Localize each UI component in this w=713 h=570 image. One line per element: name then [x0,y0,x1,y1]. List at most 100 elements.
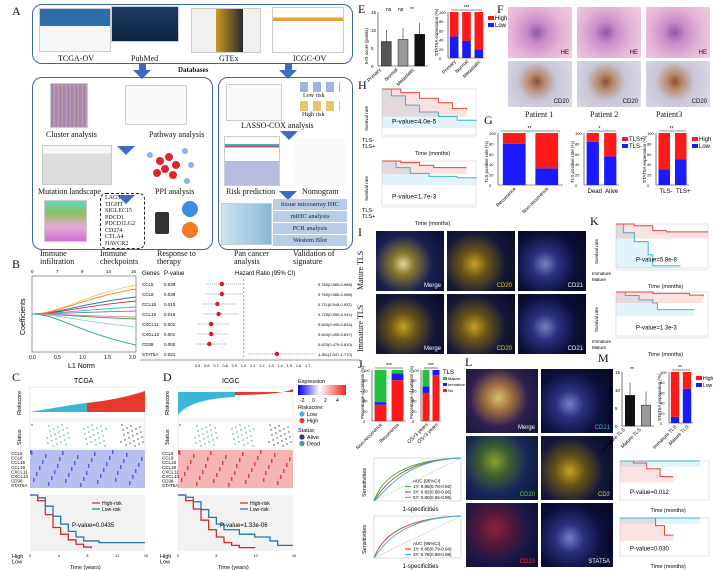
y-tick: 60 [439,28,444,33]
heatmap-cell [207,457,209,461]
status-point [66,427,68,429]
heatmap-cell [205,464,207,468]
stain-label: CD20 [519,492,535,498]
heatmap-gene-label: CCL18 [11,460,26,465]
x-axis-label: Time (months) [648,352,683,358]
status-point [278,425,280,427]
stain-label: Merge [423,283,441,289]
checkpoint-list: LAG3 TIGHT SIGLEC15 PDCD1 PDCD1LG2 CD274… [100,193,145,249]
heatmap-cell [254,462,256,466]
hr-point [215,301,220,307]
x-tick: 1.1 [250,364,255,368]
panel-label-i: I [358,225,362,239]
roc-curve-2: AUC (95%CI)1Y: 0.86(0.79-0.94)3Y: 0.78(0… [362,515,462,570]
y-axis-label: TLS positive rate (%) [570,140,575,183]
x-tick: 0.6 [204,364,209,368]
high-risk-area [235,389,293,395]
checkpoint-gene: CTLA4 [105,234,124,240]
status-point [205,426,207,428]
x-tick: 1.4 [278,364,283,368]
heatmap-cell [65,479,67,483]
y-tick: 20 [363,409,368,414]
y-axis-label: Percentage of patients (%) [409,365,414,419]
status-point [237,436,239,438]
y-tick: 100 [647,131,654,136]
x-tick: 12 [115,554,119,558]
heatmap-cell [199,476,201,480]
status-point [83,428,85,430]
heatmap-cell [271,459,273,463]
risk-table-row: Low [12,560,22,566]
checkpoint-gene: SIGLEC15 [105,208,132,214]
y-axis-label: Survival rate [594,306,599,332]
status-point [248,425,250,427]
status-point [55,438,57,440]
status-point [273,444,275,446]
significance-label: ns [386,7,392,13]
bar-segment-mature [391,370,404,374]
status-point [121,424,123,426]
risk-table-row: High [160,554,171,560]
row-label: Immature TLS [356,304,365,352]
y-tick: 15 [615,370,621,375]
p-value-label: P-value=5.8e-8 [636,257,678,263]
hr-point [219,291,225,297]
bar-segment-high [674,133,687,160]
heatmap-gene-label: STAT5A [11,483,27,488]
hr-point [274,351,280,357]
legend-swatch [696,376,702,380]
confidence-band [382,89,467,117]
y-tick: 60 [363,388,368,393]
stain-label: Merge [423,346,441,352]
heatmap-cell [242,452,244,456]
heatmap-cell [94,452,96,456]
p-value-label: P-value=0.030 [630,546,670,552]
cluster-analysis-label: Cluster analysis [46,130,97,139]
status-point [282,445,284,447]
category-label: Normal [384,67,400,83]
pan-cancer-thumb [221,203,272,245]
bar-segment-immature [374,402,387,405]
status-point [272,439,274,441]
bar-segment-no [391,380,404,421]
significance-label: * [599,126,601,132]
status-point [59,436,61,438]
status-point [280,435,282,437]
databases-title: Databases [178,66,209,74]
heatmap-cell [236,464,238,468]
down-arrow-icon [117,195,135,204]
heatmap-cell [289,457,291,461]
y-tick: 80 [647,141,652,146]
panel-label-b: B [12,257,21,271]
status-point [52,445,54,447]
status-point [199,440,201,442]
heatmap-cell [91,458,93,462]
roc-curve [373,515,462,559]
p-value-label: P-value=0.0435 [72,523,115,529]
heatmap-cell [132,475,134,479]
km-plot-area [30,495,145,551]
y-tick: 100 [660,370,667,375]
heatmap-cell [115,478,117,482]
stain-label: CD20 [496,283,512,289]
x-tick: 1.0 [241,364,246,368]
survival-curve-tls- [382,88,477,122]
heatmap-cell [45,454,47,458]
y-tick: 40 [647,162,652,167]
status-point [31,424,33,426]
hr-point [207,341,212,347]
p-value: 0.001 [164,332,176,337]
status-point [252,445,254,447]
heatmap-gene-label: CCL19 [162,465,177,470]
stain-label: STAT5A [588,559,610,565]
confidence-band [382,161,467,175]
heatmap-cell [181,478,183,482]
gene-label: CCL18 [142,302,157,307]
status-point [212,439,214,441]
heatmap-gene-label: CCL8 [162,456,174,461]
status-point [247,442,249,444]
status-point [275,432,277,434]
significance-label: ** [528,126,532,132]
checkpoint-gene: HAVCR2 [105,240,129,247]
tls-survival-chart: 0 20 40 60 80 100 * Dead Alive TLS positive rate … [570,126,644,195]
